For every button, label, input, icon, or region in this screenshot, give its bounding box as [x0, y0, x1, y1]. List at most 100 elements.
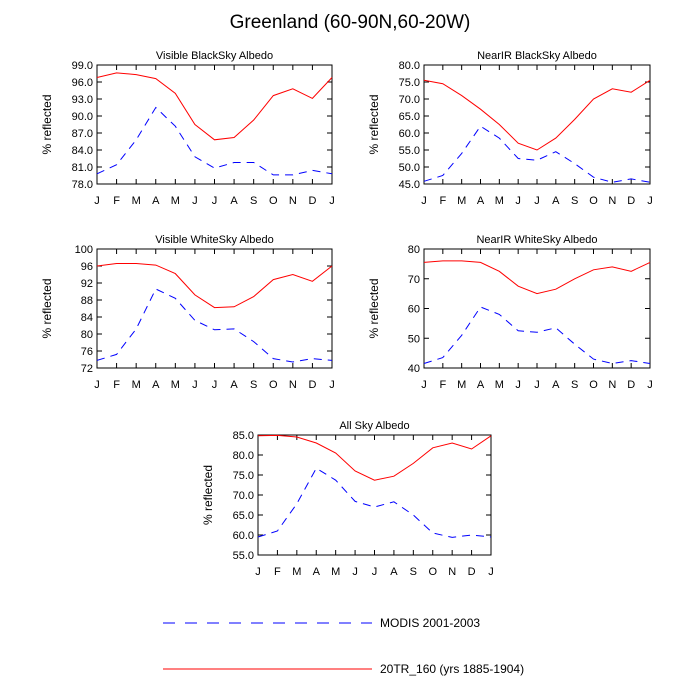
x-tick-label: J — [515, 195, 521, 207]
x-tick-label: D — [627, 195, 635, 207]
x-tick-label: J — [192, 195, 198, 207]
series-line-20tr — [96, 263, 333, 309]
x-tick-label: F — [113, 379, 120, 391]
y-tick-label: 100 — [75, 244, 93, 256]
x-tick-label: F — [439, 379, 446, 391]
x-tick-label: J — [212, 379, 218, 391]
y-tick-label: 65.0 — [233, 510, 254, 522]
y-tick-label: 80.0 — [233, 450, 254, 462]
x-tick-label: A — [552, 379, 560, 391]
x-tick-label: M — [132, 379, 141, 391]
y-tick-label: 60.0 — [233, 530, 254, 542]
panel-title: Visible BlackSky Albedo — [156, 50, 273, 62]
y-tick-label: 50 — [408, 333, 420, 345]
x-tick-label: J — [255, 566, 261, 578]
x-tick-label: A — [477, 379, 485, 391]
x-tick-label: A — [477, 195, 485, 207]
x-tick-label: D — [627, 379, 635, 391]
legend: MODIS 2001-2003 20TR_160 (yrs 1885-1904) — [163, 616, 524, 676]
x-tick-label: M — [171, 195, 180, 207]
x-tick-label: J — [534, 195, 540, 207]
x-tick-label: O — [269, 379, 278, 391]
x-tick-label: J — [372, 566, 378, 578]
x-tick-label: J — [329, 379, 335, 391]
y-tick-label: 99.0 — [72, 60, 93, 72]
y-tick-label: 75.0 — [233, 470, 254, 482]
y-tick-label: 70.0 — [233, 490, 254, 502]
y-tick-label: 55.0 — [233, 550, 254, 562]
series-line-20tr — [423, 260, 651, 295]
x-tick-label: N — [448, 566, 456, 578]
x-tick-label: J — [352, 566, 358, 578]
x-tick-label: O — [269, 195, 278, 207]
x-tick-label: O — [428, 566, 437, 578]
y-tick-label: 90.0 — [72, 111, 93, 123]
x-tick-label: F — [274, 566, 281, 578]
x-tick-label: M — [171, 379, 180, 391]
x-tick-label: D — [308, 379, 316, 391]
y-tick-label: 78.0 — [72, 179, 93, 191]
panel-title: NearIR BlackSky Albedo — [477, 50, 597, 62]
x-tick-label: J — [421, 379, 427, 391]
x-tick-label: M — [132, 195, 141, 207]
plot-frame — [96, 64, 333, 185]
y-tick-label: 70.0 — [399, 94, 420, 106]
x-tick-label: A — [152, 379, 160, 391]
chart-panel-2: NearIR BlackSky Albedo 45.0 50.0 55.0 60.0 65… — [367, 50, 653, 207]
y-tick-label: 80 — [81, 329, 93, 341]
x-tick-label: M — [495, 379, 504, 391]
x-tick-label: S — [250, 379, 257, 391]
series-line-modis — [96, 106, 333, 176]
series-line-modis — [423, 125, 651, 183]
y-tick-label: 96.0 — [72, 77, 93, 89]
y-tick-label: 88 — [81, 295, 93, 307]
legend-label-1: MODIS 2001-2003 — [380, 616, 480, 630]
x-tick-label: M — [495, 195, 504, 207]
x-tick-label: F — [439, 195, 446, 207]
x-tick-label: J — [647, 379, 653, 391]
x-tick-label: D — [308, 195, 316, 207]
panel-title: All Sky Albedo — [339, 420, 409, 432]
chart-panel-3: Visible WhiteSky Albedo 72 76 80 84 88 92 96 100… — [40, 234, 335, 391]
x-tick-label: M — [457, 379, 466, 391]
x-tick-label: N — [608, 195, 616, 207]
x-tick-label: N — [289, 379, 297, 391]
y-axis-label: % reflected — [40, 94, 54, 154]
panel-title: NearIR WhiteSky Albedo — [476, 234, 597, 246]
x-tick-label: S — [571, 195, 578, 207]
legend-label-2: 20TR_160 (yrs 1885-1904) — [380, 662, 524, 676]
y-tick-label: 55.0 — [399, 145, 420, 157]
x-tick-label: F — [113, 195, 120, 207]
y-tick-label: 60 — [408, 304, 420, 316]
x-tick-label: M — [457, 195, 466, 207]
x-tick-label: A — [552, 195, 560, 207]
x-tick-label: N — [289, 195, 297, 207]
x-tick-label: J — [94, 195, 100, 207]
y-tick-label: 87.0 — [72, 128, 93, 140]
series-line-20tr — [423, 79, 651, 151]
x-tick-label: O — [589, 379, 598, 391]
x-tick-label: J — [212, 195, 218, 207]
y-tick-label: 65.0 — [399, 111, 420, 123]
x-tick-label: D — [468, 566, 476, 578]
plot-frame — [423, 64, 651, 185]
x-tick-label: M — [331, 566, 340, 578]
y-tick-label: 72 — [81, 363, 93, 375]
x-tick-label: J — [647, 195, 653, 207]
x-tick-label: A — [313, 566, 321, 578]
y-tick-label: 76 — [81, 346, 93, 358]
y-tick-label: 84 — [81, 312, 93, 324]
series-line-modis — [257, 467, 492, 538]
y-tick-label: 92 — [81, 278, 93, 290]
x-tick-label: J — [192, 379, 198, 391]
series-line-20tr — [257, 434, 492, 481]
plot-frame — [96, 248, 333, 369]
y-tick-label: 93.0 — [72, 94, 93, 106]
y-tick-label: 85.0 — [233, 430, 254, 442]
x-tick-label: A — [230, 195, 238, 207]
y-tick-label: 80.0 — [399, 60, 420, 72]
y-tick-label: 45.0 — [399, 179, 420, 191]
y-tick-label: 75.0 — [399, 77, 420, 89]
